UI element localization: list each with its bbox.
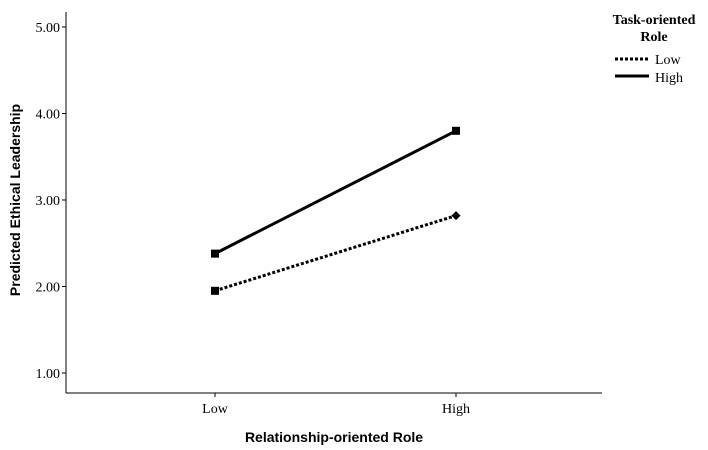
y-tick-label: 4.00 xyxy=(36,108,61,123)
series-layer xyxy=(211,126,461,295)
point-marker-high-high xyxy=(452,126,460,135)
legend-title-line1: Task-oriented xyxy=(613,13,696,28)
x-axis-title: Relationship-oriented Role xyxy=(245,429,423,445)
x-axis-ticks: Low High xyxy=(202,393,470,417)
legend-title-line2: Role xyxy=(640,30,667,45)
point-marker-low-high xyxy=(451,211,461,221)
point-marker-high-low xyxy=(211,249,219,258)
y-tick-label: 2.00 xyxy=(36,281,61,296)
legend-label-high: High xyxy=(655,71,683,86)
y-tick-label: 1.00 xyxy=(36,367,61,382)
series-line-high xyxy=(214,129,457,255)
legend-label-low: Low xyxy=(655,53,682,68)
point-marker-low-low xyxy=(211,286,219,295)
y-axis-ticks: 1.00 2.00 3.00 4.00 5.00 xyxy=(36,21,66,382)
x-tick-label: Low xyxy=(202,402,229,417)
y-tick-label: 5.00 xyxy=(36,21,61,36)
series-line-low xyxy=(214,214,457,293)
x-tick-label: High xyxy=(442,402,470,417)
y-tick-label: 3.00 xyxy=(36,194,61,209)
legend: Task-oriented Role Low High xyxy=(613,13,696,86)
y-axis-title: Predicted Ethical Leadership xyxy=(7,104,23,296)
